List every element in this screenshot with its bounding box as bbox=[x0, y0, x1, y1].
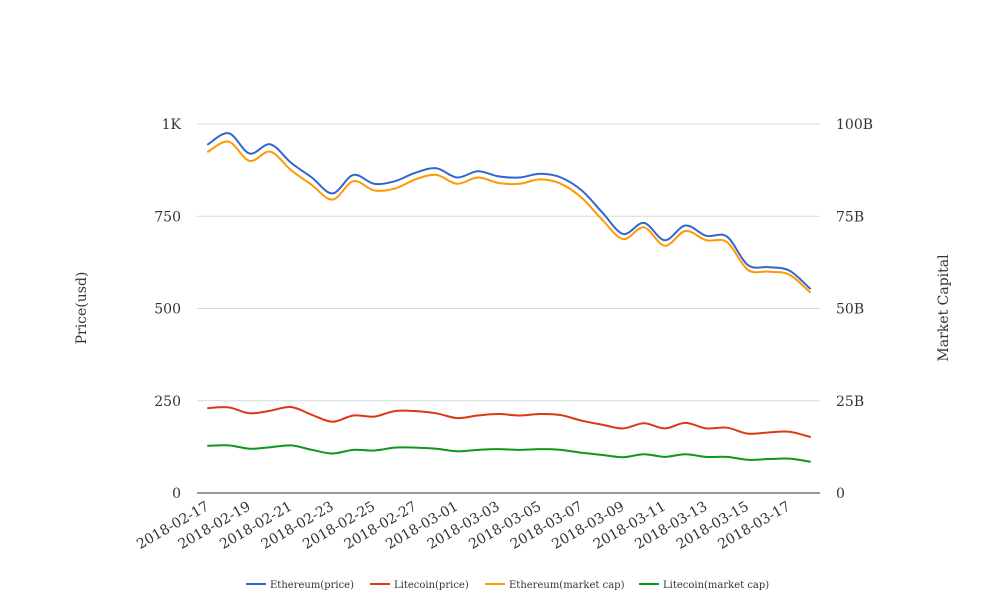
y-axis-title: Price(usd) bbox=[74, 272, 90, 345]
legend-label: Ethereum(market cap) bbox=[509, 580, 625, 591]
y-tick-label: 500 bbox=[154, 302, 181, 318]
y2-tick-label: 100B bbox=[836, 117, 873, 133]
y-tick-label: 250 bbox=[154, 394, 181, 410]
y2-axis-title: Market Capital bbox=[936, 254, 952, 362]
x-axis-ticks: 2018-02-172018-02-192018-02-212018-02-23… bbox=[134, 499, 793, 553]
y-tick-label: 750 bbox=[154, 209, 181, 225]
y2-tick-label: 0 bbox=[836, 486, 845, 502]
legend-item-ethereum-market-cap: Ethereum(market cap) bbox=[485, 580, 625, 591]
legend-label: Litecoin(price) bbox=[394, 580, 469, 591]
legend-item-ethereum-price: Ethereum(price) bbox=[246, 580, 354, 591]
legend-item-litecoin-price: Litecoin(price) bbox=[370, 580, 469, 591]
series-line-ethereum-price bbox=[207, 132, 811, 290]
y-tick-label: 0 bbox=[172, 486, 181, 502]
y2-tick-label: 50B bbox=[836, 302, 864, 318]
legend-label: Litecoin(market cap) bbox=[663, 580, 769, 591]
series-line-litecoin-price bbox=[207, 405, 811, 438]
y2-tick-label: 25B bbox=[836, 394, 864, 410]
series-lines bbox=[207, 132, 811, 463]
y-tick-label: 1K bbox=[162, 117, 182, 133]
y2-tick-label: 75B bbox=[836, 209, 864, 225]
legend: Ethereum(price) Litecoin(price) Ethereum(m… bbox=[246, 580, 769, 591]
legend-label: Ethereum(price) bbox=[270, 580, 354, 591]
y-axis-ticks: 0 250 500 750 1K bbox=[154, 117, 181, 502]
y2-axis-ticks: 0 25B 50B 75B 100B bbox=[836, 117, 873, 502]
grid bbox=[197, 123, 820, 494]
series-line-litecoin-market-cap bbox=[207, 444, 811, 463]
series-line-ethereum-market-cap bbox=[207, 140, 811, 294]
legend-item-litecoin-market-cap: Litecoin(market cap) bbox=[639, 580, 769, 591]
